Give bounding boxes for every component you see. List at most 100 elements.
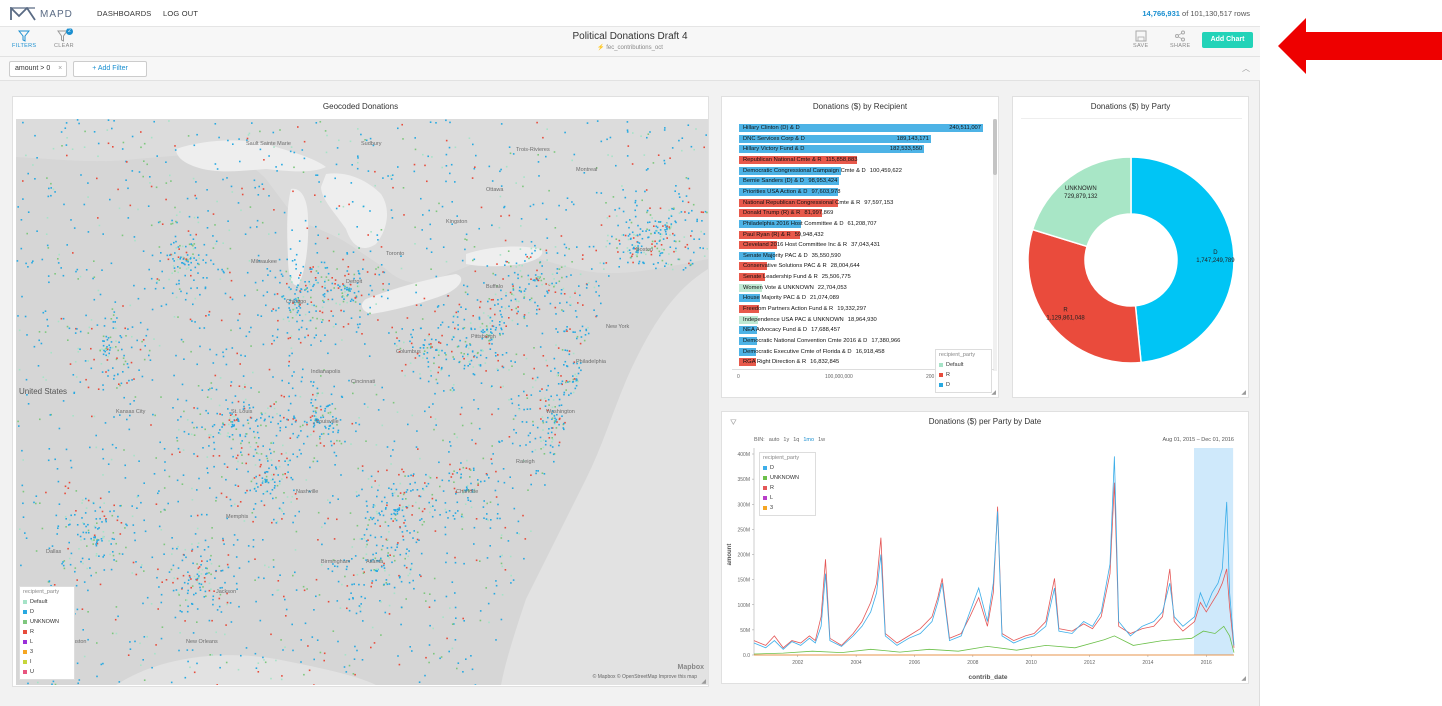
pie-slice-r[interactable] [1027,228,1142,364]
mapbox-logo[interactable]: Mapbox [677,664,704,671]
date-line-chart[interactable]: 0.0 50M 100M 150M 200M 250M 300M 350M 400M 2002 20… [722,412,1250,685]
recipient-bar-chart[interactable]: Hillary Clinton (D) & D 240,511,007 DNC Se… [722,97,1000,399]
recipient-bar[interactable] [739,326,757,335]
recipient-bar[interactable] [739,187,839,196]
chart-filter-icon[interactable]: ⛛ [730,418,737,427]
bin-option-1w[interactable]: 1w [818,437,826,443]
mapd-logo[interactable]: MAPD [10,5,73,23]
resize-handle-icon[interactable]: ◢ [991,390,996,396]
map-place-label: Buffalo [486,284,504,290]
recipient-bar[interactable] [739,177,840,186]
bin-option-auto[interactable]: auto [768,437,780,443]
recipient-bar[interactable] [739,219,802,228]
legend-item-default[interactable]: Default [939,360,988,370]
clear-button[interactable]: CLEAR 2 [54,28,74,49]
recipient-bar[interactable] [739,283,763,292]
bin-option-1q[interactable]: 1q [793,437,800,443]
pie-slice-unknown[interactable] [1031,156,1132,248]
remove-filter-icon[interactable]: × [58,65,63,72]
y-tick-label: 200M [737,553,750,559]
nav-logout[interactable]: LOG OUT [163,9,199,18]
recipient-bar[interactable] [739,166,841,175]
date-range[interactable]: Aug 01, 2015 – Dec 01, 2016 [1162,437,1234,443]
legend-swatch [23,650,27,654]
map-attribution[interactable]: © Mapbox © OpenStreetMap Improve this ma… [592,674,697,680]
top-nav: MAPD DASHBOARDS LOG OUT 14,766,931 of 10… [0,0,1260,27]
legend-item-unknown[interactable]: UNKNOWN [23,617,71,627]
legend-item-d[interactable]: D [939,380,988,390]
legend-item-3[interactable]: 3 [763,503,812,513]
legend-item-d[interactable]: D [763,463,812,473]
recipient-bar-value: 18,964,930 [847,316,877,323]
legend-label: L [30,639,34,645]
legend-label: R [770,485,774,491]
legend-item-i[interactable]: I [23,657,71,667]
recipient-bar[interactable] [739,251,776,260]
x-tick-label: 2004 [851,660,862,666]
recipient-bar[interactable] [739,145,925,154]
recipient-bar[interactable] [739,337,757,345]
resize-handle-icon[interactable]: ◢ [701,679,706,685]
recipient-bar[interactable] [739,209,823,218]
legend-item-r[interactable]: R [939,370,988,380]
recipient-bar[interactable] [739,294,761,303]
filters-button[interactable]: FILTERS [12,30,36,49]
filters-label: FILTERS [12,43,37,49]
legend-item-l[interactable]: L [23,637,71,647]
map-place-label: Trois-Rivieres [516,147,550,153]
map-legend[interactable]: recipient_party Default D UNKNOWN R L 3 I U [19,586,75,680]
save-button[interactable]: SAVE [1133,30,1148,49]
legend-item-r[interactable]: R [763,483,812,493]
recipient-bar[interactable] [739,315,759,324]
date-brush-selection[interactable] [1194,448,1234,655]
collapse-filters-icon[interactable]: ︿ [1242,64,1250,73]
add-chart-button[interactable]: Add Chart [1202,32,1253,48]
legend-item-l[interactable]: L [763,493,812,503]
recipient-legend[interactable]: recipient_party Default R D [935,349,992,393]
recipient-bar[interactable] [739,198,838,207]
recipient-bar[interactable] [739,134,931,143]
filter-chip-amount[interactable]: amount > 0 × [9,61,68,77]
legend-item-unknown[interactable]: UNKNOWN [763,473,812,483]
resize-handle-icon[interactable]: ◢ [1241,676,1246,682]
bar-chart-scrollbar[interactable] [993,119,997,371]
recipient-bar[interactable] [739,347,757,356]
recipient-bar[interactable] [739,241,777,250]
bin-option-1mo[interactable]: 1mo [803,437,815,443]
recipient-bar[interactable] [739,305,759,314]
recipient-bar-value: 28,004,644 [830,263,860,270]
recipient-bar-value: 189,143,171 [896,135,929,142]
legend-item-u[interactable]: U [23,667,71,677]
add-filter-button[interactable]: + Add Filter [73,61,147,77]
legend-item-3[interactable]: 3 [23,647,71,657]
pointmap-canvas[interactable] [16,119,708,685]
map-place-label: Kansas City [116,409,146,415]
party-donut-chart[interactable]: D 1,747,249,789 R 1,129,861,048 UNKNOWN 729,8… [1013,119,1250,399]
recipient-chart-panel: Donations ($) by Recipient Hillary Clint… [721,96,999,398]
legend-item-d[interactable]: D [23,607,71,617]
scrollbar-thumb[interactable] [993,119,997,175]
filter-bar: amount > 0 × + Add Filter ︿ [0,57,1260,81]
date-chart-legend[interactable]: recipient_party D UNKNOWN R L 3 [759,452,816,516]
recipient-bar[interactable] [739,124,983,132]
recipient-bar[interactable] [739,230,800,239]
recipient-bar[interactable] [739,155,857,164]
x-axis-label: contrib_date [968,674,1007,681]
resize-handle-icon[interactable]: ◢ [1241,390,1246,396]
bin-option-1y[interactable]: 1y [783,437,790,443]
dashboard-title[interactable]: Political Donations Draft 4 [572,31,688,42]
legend-item-r[interactable]: R [23,627,71,637]
recipient-bar[interactable] [739,358,757,367]
line-series-d[interactable] [753,456,1235,650]
line-series-unknown[interactable] [753,625,1235,655]
map-legend-title: recipient_party [23,589,60,595]
share-button[interactable]: SHARE [1170,30,1190,49]
nav-dashboards[interactable]: DASHBOARDS [97,9,152,18]
pie-slice-d[interactable] [1130,156,1235,364]
legend-item-default[interactable]: Default [23,597,71,607]
title-divider [1021,118,1242,119]
recipient-bar[interactable] [739,262,768,271]
pointmap[interactable]: Sault Sainte Marie Sudbury Trois-Rivieres O… [16,119,708,685]
recipient-bar-label: Hillary Victory Fund & D [743,146,805,153]
recipient-bar[interactable] [739,273,765,282]
